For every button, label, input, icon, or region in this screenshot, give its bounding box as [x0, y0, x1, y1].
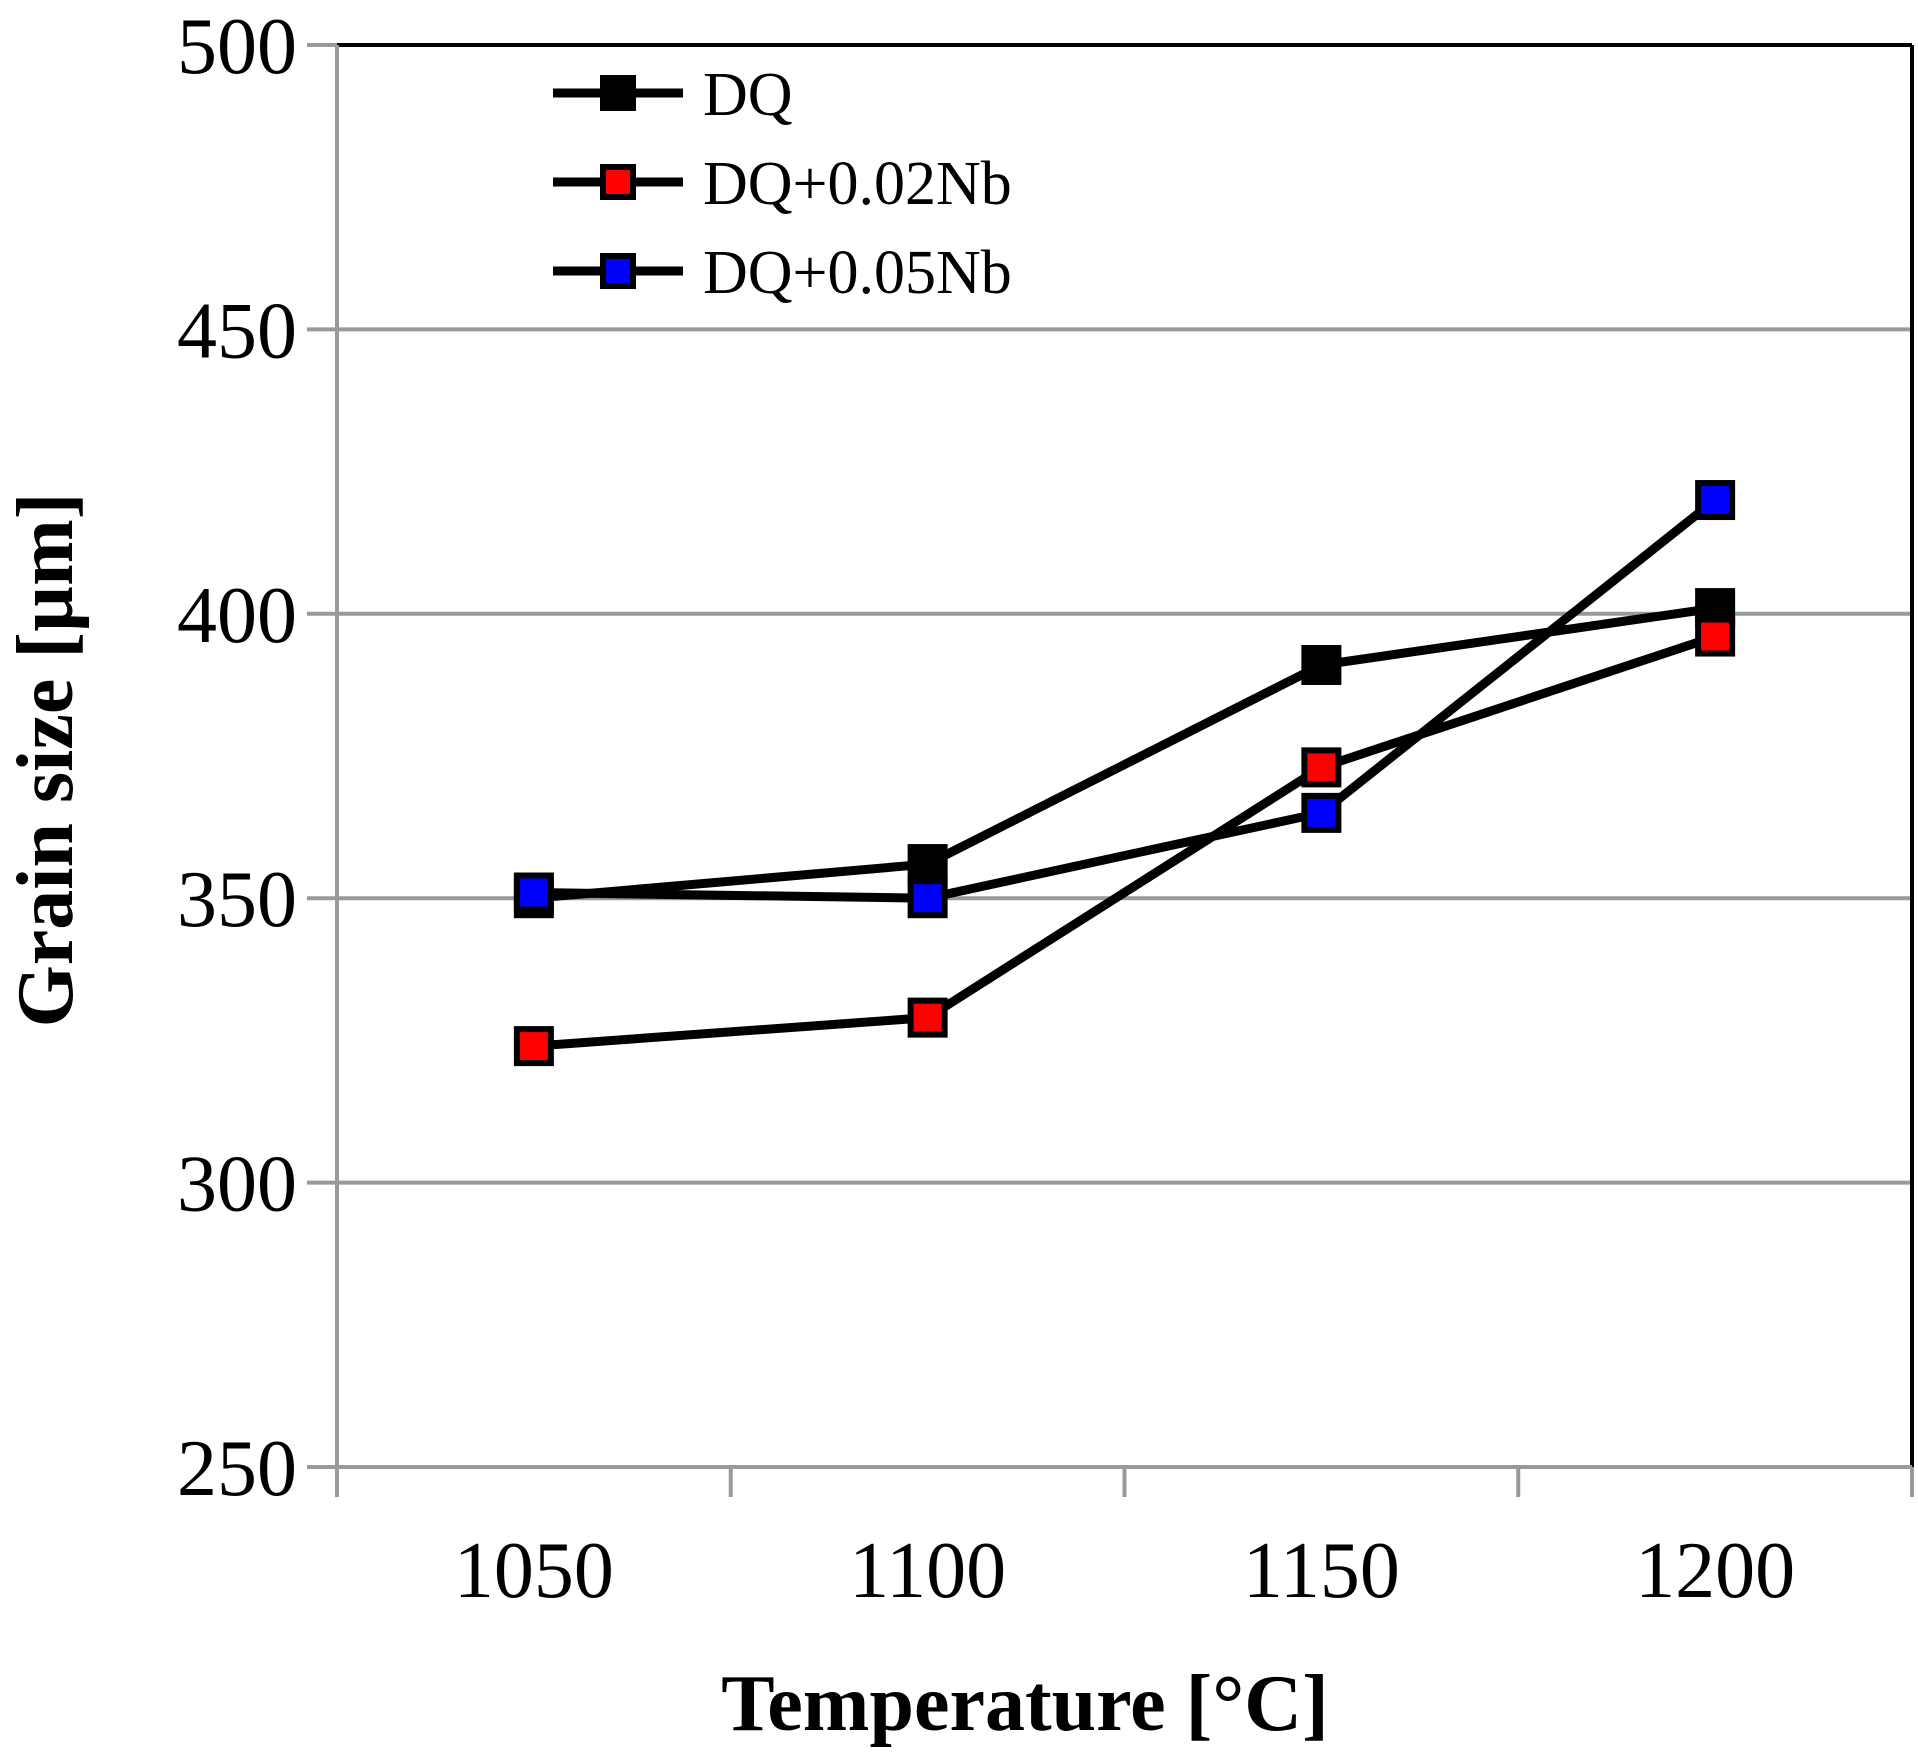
x-tick-label-1150: 1150	[1243, 1527, 1400, 1615]
marker-DQ+0.02Nb-1050	[513, 1026, 554, 1067]
legend-label-DQ: DQ	[703, 61, 793, 129]
series-DQ+0.05Nb	[513, 480, 1736, 919]
y-tick-label-400: 400	[177, 572, 297, 660]
x-axis-title: Temperature [°C]	[721, 1660, 1328, 1748]
marker-DQ+0.05Nb-1050	[513, 872, 554, 913]
series-line-DQ	[533, 603, 1716, 903]
legend-item-DQ+0.05Nb: DQ+0.05Nb	[553, 239, 1012, 307]
marker-DQ+0.02Nb-1100	[907, 997, 948, 1038]
marker-DQ+0.02Nb-1150	[1301, 747, 1342, 788]
series-line-DQ+0.02Nb	[533, 632, 1717, 1051]
axes	[307, 43, 1914, 1497]
y-tick-labels: 250 300 350 400 450 500	[177, 3, 297, 1513]
x-tick-label-1100: 1100	[849, 1527, 1006, 1615]
y-axis-title: Grain size [µm]	[2, 493, 90, 1028]
legend: DQ DQ+0.02Nb DQ+0.05Nb	[553, 61, 1012, 307]
series-group	[513, 480, 1736, 1067]
legend-marker-DQ+0.02Nb	[600, 164, 636, 200]
marker-DQ+0.05Nb-1100	[907, 878, 948, 919]
marker-DQ+0.05Nb-1200	[1695, 480, 1736, 521]
legend-marker-DQ+0.05Nb	[600, 253, 636, 289]
y-tick-label-500: 500	[177, 3, 297, 91]
series-DQ+0.02Nb	[513, 616, 1736, 1067]
y-tick-label-350: 350	[177, 856, 297, 944]
legend-item-DQ+0.02Nb: DQ+0.02Nb	[553, 150, 1012, 218]
legend-item-DQ: DQ	[553, 61, 793, 129]
marker-DQ-1150	[1301, 644, 1342, 685]
marker-DQ-1100	[907, 844, 948, 885]
legend-label-DQ+0.02Nb: DQ+0.02Nb	[703, 150, 1012, 218]
legend-label-DQ+0.05Nb: DQ+0.05Nb	[703, 239, 1012, 307]
marker-DQ+0.02Nb-1200	[1695, 616, 1736, 657]
x-tick-label-1050: 1050	[454, 1527, 614, 1615]
y-tick-label-450: 450	[177, 287, 297, 375]
series-line-DQ+0.05Nb	[533, 496, 1718, 903]
x-tick-labels: 1050 1100 1150 1200	[454, 1527, 1795, 1615]
x-tick-label-1200: 1200	[1635, 1527, 1795, 1615]
y-tick-label-250: 250	[177, 1425, 297, 1513]
marker-DQ+0.05Nb-1150	[1301, 792, 1342, 833]
legend-marker-DQ	[600, 75, 636, 111]
y-tick-label-300: 300	[177, 1141, 297, 1229]
